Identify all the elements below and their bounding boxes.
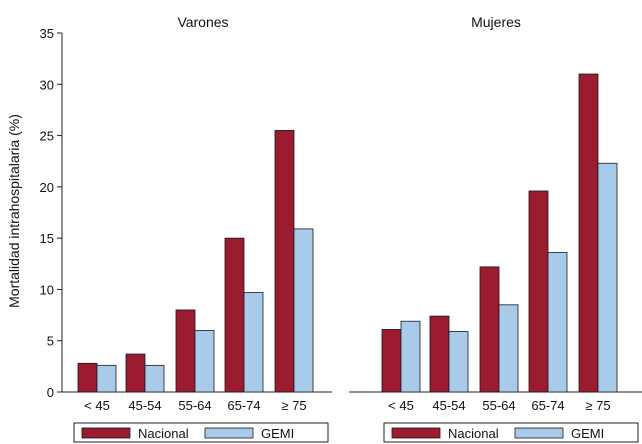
legend-label-nacional: Nacional — [138, 426, 189, 441]
legend-label-gemi: GEMI — [571, 426, 604, 441]
legend-swatch-gemi — [514, 427, 564, 439]
bar-gemi — [597, 162, 618, 393]
x-tick-label: < 45 — [84, 398, 110, 413]
bar-nacional — [479, 266, 500, 393]
x-tick-label: 45-54 — [432, 398, 465, 413]
bar-nacional — [77, 362, 98, 393]
x-tick-label: 55-64 — [178, 398, 211, 413]
y-tick-label: 20 — [40, 180, 54, 195]
legend-box — [73, 422, 329, 443]
bar-gemi — [448, 331, 469, 393]
legend-swatch-nacional — [391, 427, 441, 439]
y-tick-label: 25 — [40, 129, 54, 144]
panel-right: Mujeres < 45 45-54 55-64 65-74 ≥ 75 Nacional GE… — [349, 14, 642, 443]
bar-nacional — [224, 237, 245, 393]
bar-nacional — [175, 309, 196, 393]
legend-swatch-nacional — [81, 427, 131, 439]
bar-nacional — [125, 353, 146, 393]
panel-left: Varones 0 5 10 15 20 25 30 35 < 45 45-54 55-64 65-74… — [40, 14, 332, 443]
x-tick-label: ≥ 75 — [585, 398, 610, 413]
panel-title: Varones — [177, 14, 228, 30]
bar-gemi — [96, 364, 117, 393]
y-tick-label: 5 — [47, 334, 54, 349]
bar-gemi — [293, 228, 314, 393]
legend-label-nacional: Nacional — [448, 426, 499, 441]
panel-title: Mujeres — [471, 14, 521, 30]
x-tick-label: 65-74 — [531, 398, 564, 413]
y-tick-label: 10 — [40, 282, 54, 297]
bar-gemi — [194, 330, 215, 393]
y-tick-label: 35 — [40, 26, 54, 41]
y-axis-title: Mortalidad intrahospitalaria (%) — [6, 114, 22, 308]
legend-box — [383, 422, 639, 443]
x-tick-label: 45-54 — [128, 398, 161, 413]
bar-nacional — [429, 315, 450, 393]
bar-gemi — [547, 252, 568, 393]
bar-gemi — [498, 304, 519, 393]
bar-nacional — [274, 130, 295, 393]
x-tick-label: < 45 — [388, 398, 414, 413]
bar-gemi — [243, 292, 264, 393]
x-tick-label: 65-74 — [227, 398, 260, 413]
bar-nacional — [578, 73, 599, 393]
x-tick-label: 55-64 — [482, 398, 515, 413]
x-tick-label: ≥ 75 — [281, 398, 306, 413]
y-tick-label: 30 — [40, 77, 54, 92]
bar-nacional — [528, 190, 549, 393]
y-tick-label: 0 — [47, 385, 54, 400]
bar-nacional — [381, 329, 402, 393]
legend-label-gemi: GEMI — [261, 426, 294, 441]
bar-gemi — [400, 320, 421, 393]
legend-swatch-gemi — [204, 427, 254, 439]
y-tick-label: 15 — [40, 231, 54, 246]
bar-gemi — [144, 364, 165, 393]
